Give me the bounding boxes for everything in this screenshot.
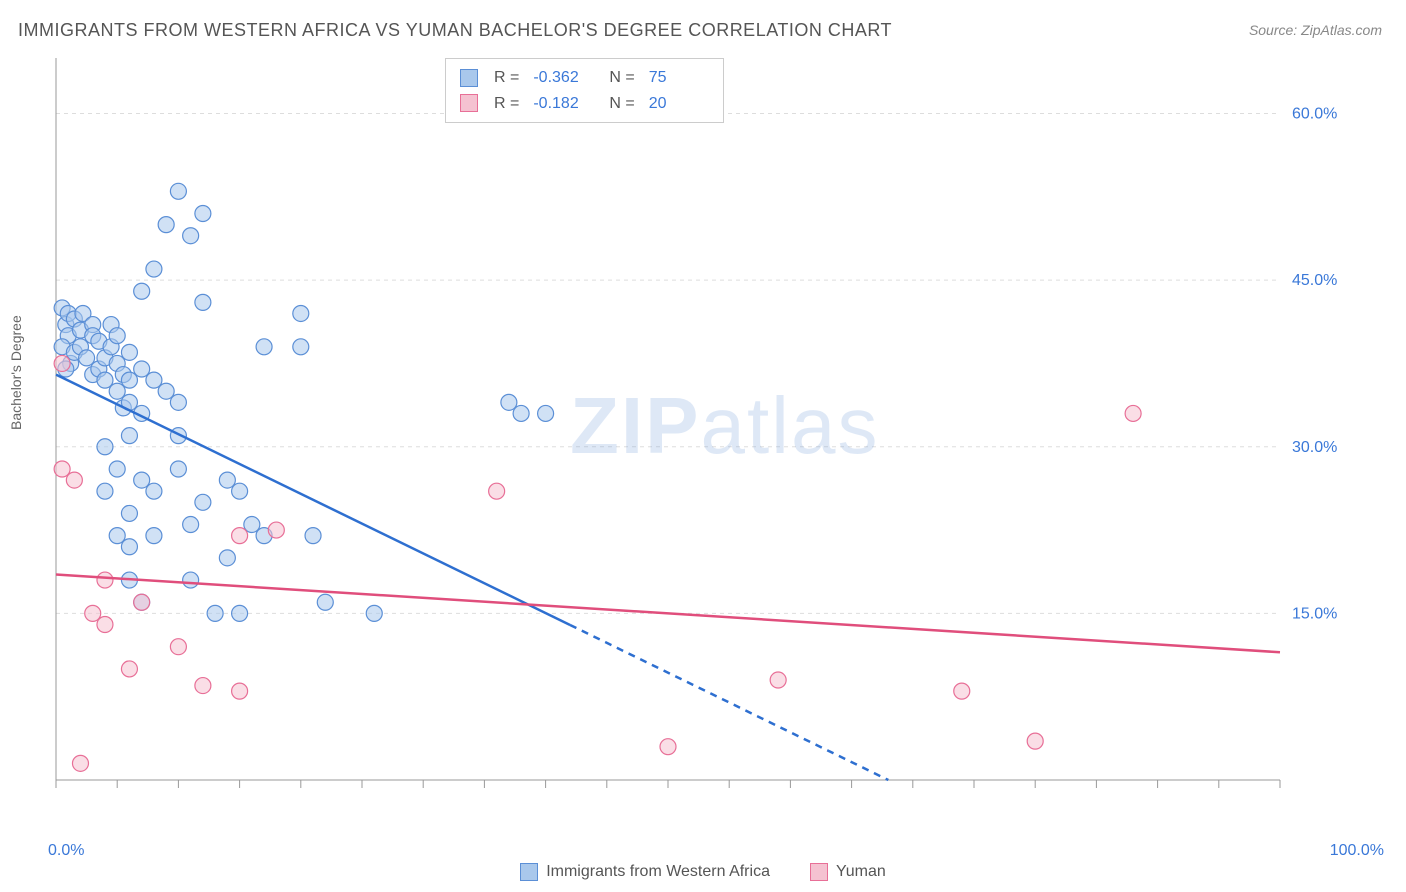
legend-item: Immigrants from Western Africa — [520, 863, 770, 881]
svg-text:60.0%: 60.0% — [1292, 106, 1337, 123]
source-link[interactable]: ZipAtlas.com — [1301, 22, 1382, 38]
svg-text:30.0%: 30.0% — [1292, 439, 1337, 456]
svg-text:45.0%: 45.0% — [1292, 272, 1337, 289]
n-value: 75 — [649, 65, 709, 91]
source-label: Source: — [1249, 22, 1297, 38]
n-label: N = — [609, 91, 634, 117]
n-value: 20 — [649, 91, 709, 117]
legend-swatch — [810, 863, 828, 881]
legend-row-yuman: R = -0.182 N = 20 — [460, 91, 709, 117]
scatter-svg: 15.0% 30.0% 45.0% 60.0% — [50, 50, 1368, 840]
correlation-legend: R = -0.362 N = 75 R = -0.182 N = 20 — [445, 58, 724, 123]
legend-swatch — [460, 69, 478, 87]
x-axis-max-label: 100.0% — [1330, 842, 1384, 860]
legend-row-west_africa: R = -0.362 N = 75 — [460, 65, 709, 91]
r-label: R = — [494, 91, 519, 117]
legend-item: Yuman — [810, 863, 886, 881]
r-value: -0.362 — [533, 65, 593, 91]
x-axis-min-label: 0.0% — [48, 842, 84, 860]
y-axis-title: Bachelor's Degree — [8, 315, 24, 430]
legend-swatch — [520, 863, 538, 881]
legend-label: Yuman — [836, 863, 886, 881]
series-legend: Immigrants from Western Africa Yuman — [0, 863, 1406, 886]
chart-title: IMMIGRANTS FROM WESTERN AFRICA VS YUMAN … — [18, 20, 892, 41]
source-citation: Source: ZipAtlas.com — [1249, 22, 1382, 38]
r-label: R = — [494, 65, 519, 91]
legend-swatch — [460, 94, 478, 112]
r-value: -0.182 — [533, 91, 593, 117]
n-label: N = — [609, 65, 634, 91]
chart-plot-area: 15.0% 30.0% 45.0% 60.0% — [50, 50, 1368, 840]
svg-text:15.0%: 15.0% — [1292, 605, 1337, 622]
legend-label: Immigrants from Western Africa — [546, 863, 770, 881]
